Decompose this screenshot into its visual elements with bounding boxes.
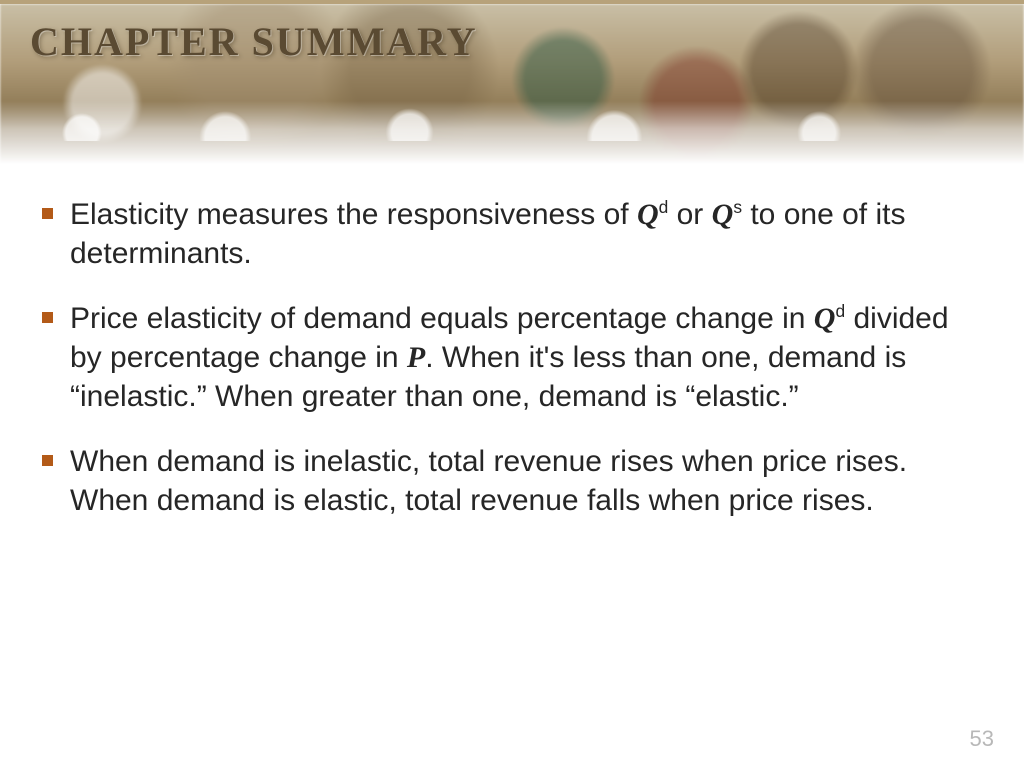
bullet-list: Elasticity measures the responsiveness o… — [70, 195, 979, 520]
page-number: 53 — [970, 726, 994, 752]
banner-fade — [0, 101, 1024, 170]
slide: CHAPTER SUMMARY Elasticity measures the … — [0, 0, 1024, 768]
bullet-item: When demand is inelastic, total revenue … — [70, 442, 979, 520]
bullet-item: Elasticity measures the responsiveness o… — [70, 195, 979, 273]
bullet-item: Price elasticity of demand equals percen… — [70, 299, 979, 416]
content-area: Elasticity measures the responsiveness o… — [0, 195, 1024, 546]
header-banner: CHAPTER SUMMARY — [0, 0, 1024, 170]
slide-title: CHAPTER SUMMARY — [30, 18, 477, 65]
